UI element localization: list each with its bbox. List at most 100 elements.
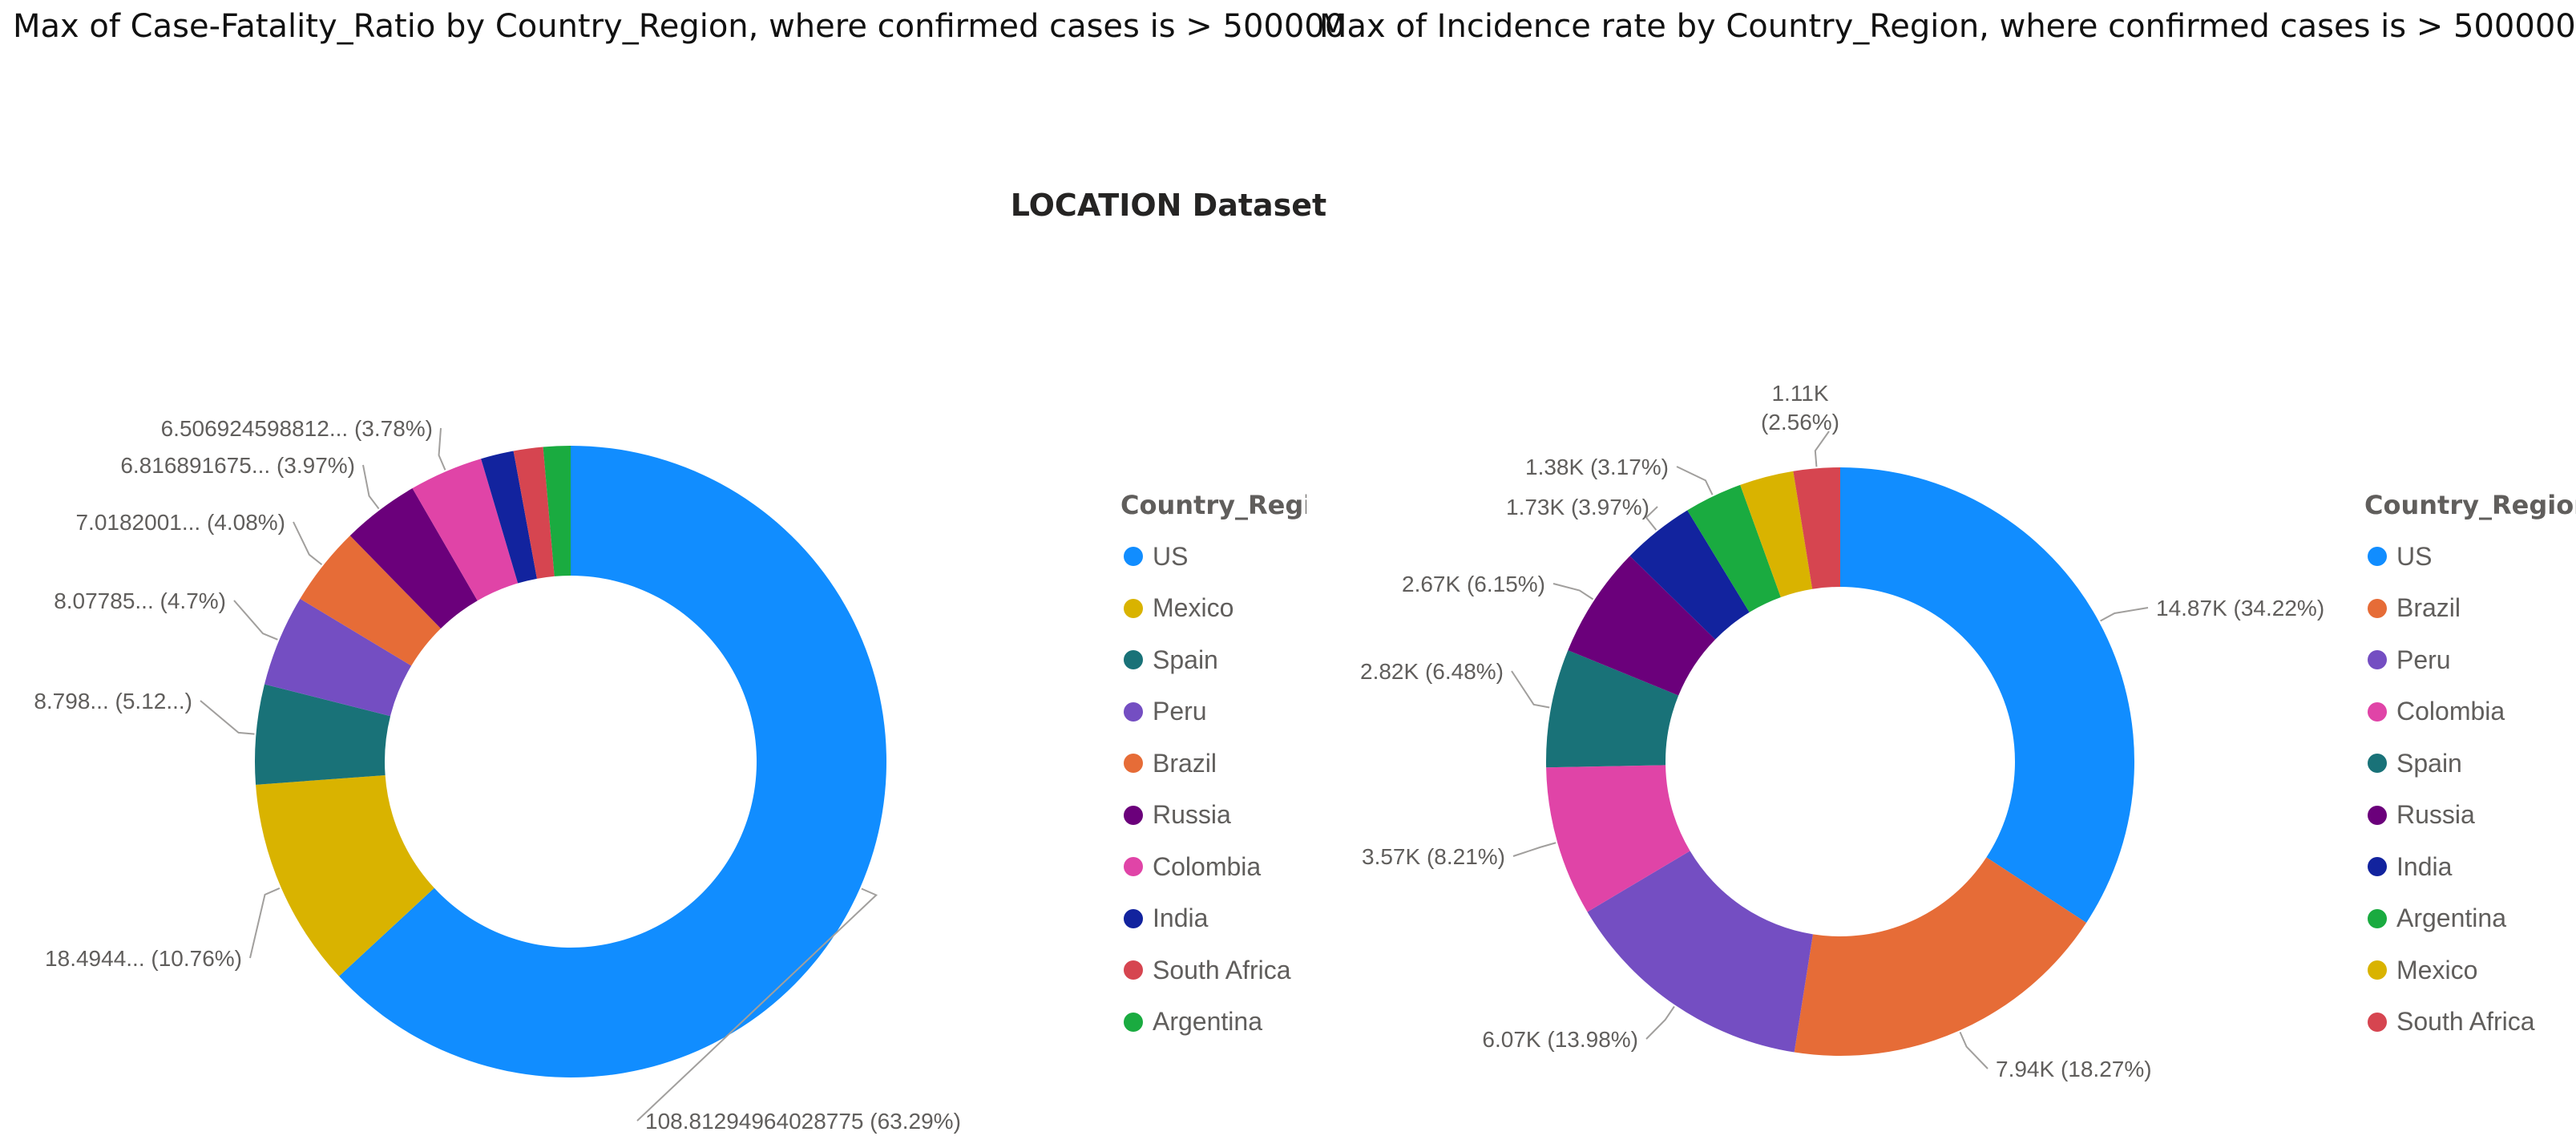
donut-slice-india[interactable]	[1629, 510, 1750, 640]
data-label-line: 7.0182001... (4.08%)	[75, 510, 285, 535]
donut-slice-india[interactable]	[481, 451, 537, 584]
legend-dot-icon	[1124, 598, 1143, 618]
legend-item-india[interactable]: India	[1120, 893, 1306, 945]
legend-item-south-africa[interactable]: South Africa	[2364, 996, 2576, 1049]
data-label: 1.73K (3.97%)	[1506, 495, 1649, 519]
donut-slice-mexico[interactable]	[256, 774, 434, 976]
data-label-line: 6.506924598812... (3.78%)	[161, 416, 433, 441]
leader-line	[233, 600, 278, 641]
legend-dot-icon	[2368, 1012, 2387, 1032]
donut-slice-brazil[interactable]	[300, 536, 441, 666]
donut-slice-russia[interactable]	[1568, 556, 1716, 696]
donut-slice-spain[interactable]	[255, 684, 391, 785]
leader-line	[200, 700, 255, 735]
legend-dot-icon	[2368, 960, 2387, 980]
data-label: 14.87K (34.22%)	[2156, 596, 2324, 621]
legend-item-brazil[interactable]: Brazil	[2364, 583, 2576, 635]
legend-item-us[interactable]: US	[2364, 531, 2576, 583]
legend-dot-icon	[1124, 754, 1143, 774]
donut-slice-south-africa[interactable]	[513, 447, 555, 579]
donut-slice-peru[interactable]	[264, 598, 412, 717]
data-label-line: 14.87K (34.22%)	[2156, 596, 2324, 621]
legend-label: Russia	[2396, 800, 2475, 830]
legend-dot-icon	[1124, 650, 1143, 670]
data-label-line: 2.82K (6.48%)	[1360, 659, 1504, 684]
legend-dot-icon	[1124, 701, 1143, 722]
legend-dot-icon	[2368, 805, 2387, 825]
data-label-line: 18.4944... (10.76%)	[45, 946, 242, 971]
legend-item-us[interactable]: US	[1120, 531, 1306, 583]
legend-item-spain[interactable]: Spain	[2364, 738, 2576, 790]
data-label-line: 8.07785... (4.7%)	[54, 588, 226, 613]
legend-label: Peru	[1153, 697, 1207, 726]
legend-label: India	[2396, 851, 2453, 881]
data-label: 18.4944... (10.76%)	[45, 946, 242, 971]
leader-line	[1512, 842, 1557, 857]
legend-item-south-africa[interactable]: South Africa	[1120, 944, 1306, 996]
data-label-line: 8.798... (5.12...)	[34, 689, 192, 714]
legend-label: Peru	[2396, 645, 2451, 674]
legend-dot-icon	[1124, 805, 1143, 825]
legend-item-argentina[interactable]: Argentina	[1120, 996, 1306, 1049]
legend-dot-icon	[2368, 754, 2387, 774]
legend-item-argentina[interactable]: Argentina	[2364, 893, 2576, 945]
leader-line	[1676, 466, 1714, 495]
legend-item-colombia[interactable]: Colombia	[2364, 686, 2576, 738]
right-chart-legend: Country_Region US Brazil Peru Colombia Spain…	[2364, 483, 2576, 1048]
legend-item-colombia[interactable]: Colombia	[1120, 841, 1306, 893]
legend-label: US	[1153, 541, 1189, 571]
data-label: 2.82K (6.48%)	[1360, 659, 1504, 684]
data-label: 1.11K (2.56%)	[1761, 381, 1839, 435]
legend-dot-icon	[2368, 857, 2387, 877]
donut-slice-colombia[interactable]	[1546, 765, 1690, 912]
legend-label: Colombia	[1153, 851, 1262, 881]
donut-slice-argentina[interactable]	[543, 446, 571, 576]
legend-label: India	[1153, 904, 1209, 933]
donut-slice-peru[interactable]	[1587, 851, 1813, 1053]
donut-slice-spain[interactable]	[1546, 650, 1679, 768]
legend-label: South Africa	[2396, 1007, 2535, 1037]
leader-line	[1959, 1031, 1989, 1069]
legend-item-russia[interactable]: Russia	[2364, 790, 2576, 842]
data-label: 8.798... (5.12...)	[34, 689, 192, 714]
right-chart-title: Max of Incidence rate by Country_Region,…	[1319, 8, 2576, 45]
legend-item-peru[interactable]: Peru	[2364, 634, 2576, 686]
data-label: 6.07K (13.98%)	[1482, 1027, 1638, 1052]
legend-label: South Africa	[1153, 955, 1291, 984]
legend-dot-icon	[2368, 701, 2387, 722]
legend-item-india[interactable]: India	[2364, 841, 2576, 893]
legend-item-brazil[interactable]: Brazil	[1120, 738, 1306, 790]
donut-slice-us[interactable]	[1840, 467, 2134, 923]
donut-slice-us[interactable]	[338, 446, 887, 1078]
legend-dot-icon	[1124, 547, 1143, 567]
data-label-line: 7.94K (18.27%)	[1996, 1057, 2152, 1081]
donut-slice-colombia[interactable]	[412, 459, 519, 601]
legend-dot-icon	[2368, 547, 2387, 567]
donut-slice-russia[interactable]	[349, 488, 478, 629]
data-label-line: 1.11K	[1771, 381, 1828, 406]
legend-item-mexico[interactable]: Mexico	[2364, 944, 2576, 996]
data-label: 3.57K (8.21%)	[1362, 844, 1505, 869]
legend-dot-icon	[1124, 857, 1143, 877]
data-label: 108.81294964028775 (63.29%)	[645, 1109, 961, 1134]
legend-dot-icon	[1124, 1012, 1143, 1032]
donut-slice-argentina[interactable]	[1687, 484, 1781, 612]
legend-label: Spain	[2396, 748, 2462, 778]
data-label: 7.0182001... (4.08%)	[75, 510, 285, 535]
legend-item-peru[interactable]: Peru	[1120, 686, 1306, 738]
legend-item-russia[interactable]: Russia	[1120, 790, 1306, 842]
legend-item-spain[interactable]: Spain	[1120, 634, 1306, 686]
legend-label: Brazil	[1153, 748, 1217, 778]
data-label: 7.94K (18.27%)	[1996, 1057, 2152, 1081]
legend-item-mexico[interactable]: Mexico	[1120, 583, 1306, 635]
data-label-line: 2.67K (6.15%)	[1402, 572, 1545, 596]
legend-dot-icon	[1124, 908, 1143, 928]
donut-slice-mexico[interactable]	[1740, 471, 1813, 597]
legend-dot-icon	[1124, 960, 1143, 980]
donut-slice-south-africa[interactable]	[1793, 467, 1840, 589]
data-label-line: (2.56%)	[1761, 410, 1839, 435]
donut-slice-brazil[interactable]	[1794, 857, 2087, 1056]
data-label-line: 1.38K (3.17%)	[1525, 455, 1669, 479]
data-label: 8.07785... (4.7%)	[54, 588, 226, 613]
